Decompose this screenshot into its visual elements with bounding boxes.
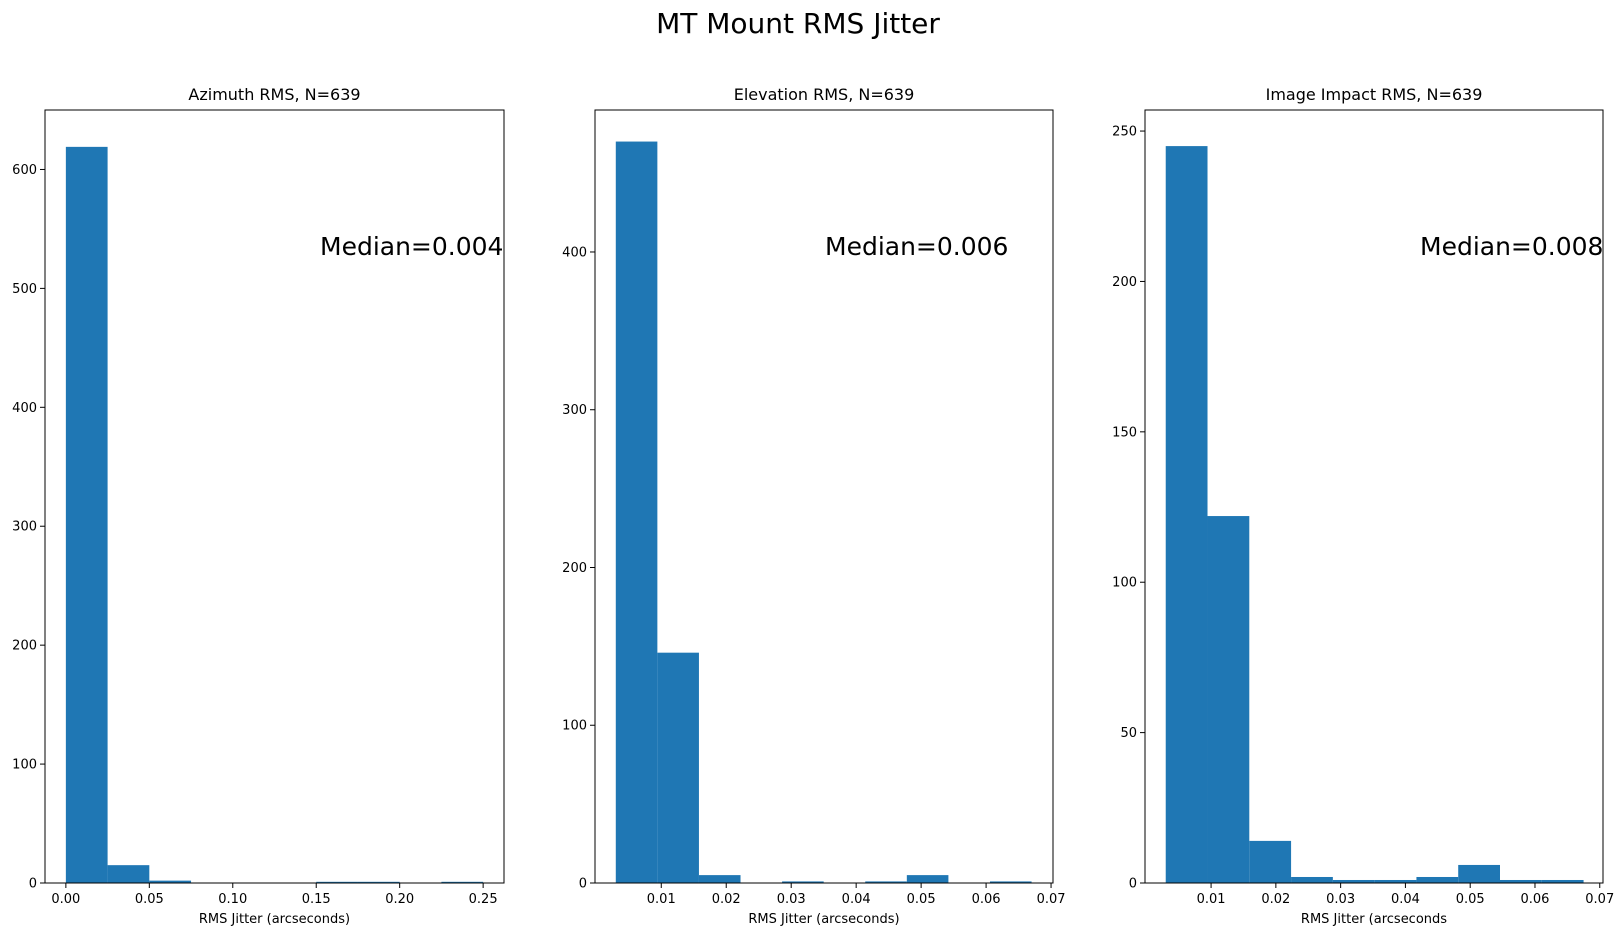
y-tick-label-azimuth-3: 300 xyxy=(12,520,37,535)
bar-elevation-4 xyxy=(782,881,824,883)
bar-azimuth-1 xyxy=(107,865,150,883)
bar-image-impact-6 xyxy=(1416,876,1459,883)
x-tick-label-elevation-6: 0.07 xyxy=(1037,892,1066,907)
x-axis-label-elevation: RMS Jitter (arcseconds) xyxy=(748,912,899,927)
x-tick-label-azimuth-5: 0.25 xyxy=(469,892,498,907)
y-tick-label-azimuth-1: 100 xyxy=(12,758,37,773)
y-tick-label-image-impact-3: 150 xyxy=(1112,425,1137,440)
y-tick-label-elevation-3: 300 xyxy=(562,403,587,418)
y-tick-label-elevation-1: 100 xyxy=(562,719,587,734)
bar-elevation-0 xyxy=(615,141,658,883)
panel-title-elevation: Elevation RMS, N=639 xyxy=(734,85,915,104)
axes-frame-elevation xyxy=(594,109,1054,884)
y-tick-label-azimuth-2: 200 xyxy=(12,639,37,654)
bar-image-impact-5 xyxy=(1374,879,1417,883)
bar-azimuth-7 xyxy=(357,881,400,883)
bar-azimuth-9 xyxy=(441,881,484,883)
x-tick-label-azimuth-0: 0.00 xyxy=(51,892,80,907)
panel-azimuth: 0.00 0.05 0.10 0.15 0.20 0.25 0 100 200 300 400 500… xyxy=(12,85,505,927)
x-tick-label-azimuth-1: 0.05 xyxy=(135,892,164,907)
x-tick-label-elevation-5: 0.06 xyxy=(972,892,1001,907)
bar-elevation-9 xyxy=(989,881,1032,883)
x-tick-label-elevation-0: 0.01 xyxy=(647,892,676,907)
figure-title: MT Mount RMS Jitter xyxy=(656,7,940,40)
bar-elevation-7 xyxy=(906,875,949,883)
x-tick-label-image-impact-6: 0.07 xyxy=(1585,892,1614,907)
bar-elevation-6 xyxy=(865,881,907,883)
x-tick-label-azimuth-2: 0.10 xyxy=(218,892,247,907)
panel-title-azimuth: Azimuth RMS, N=639 xyxy=(188,85,360,104)
bar-image-impact-9 xyxy=(1541,879,1584,883)
x-axis-label-azimuth: RMS Jitter (arcseconds) xyxy=(199,912,350,927)
axes-frame-azimuth xyxy=(44,109,505,884)
bar-image-impact-4 xyxy=(1332,879,1375,883)
x-tick-label-image-impact-1: 0.02 xyxy=(1261,892,1290,907)
y-tick-label-image-impact-2: 100 xyxy=(1112,576,1137,591)
bar-azimuth-0 xyxy=(65,146,108,883)
x-tick-label-elevation-3: 0.04 xyxy=(842,892,871,907)
bar-image-impact-2 xyxy=(1249,840,1292,883)
y-tick-label-azimuth-5: 500 xyxy=(12,282,37,297)
median-annotation-elevation: Median=0.006 xyxy=(825,232,1008,261)
y-tick-label-image-impact-0: 0 xyxy=(1129,877,1137,892)
bar-image-impact-8 xyxy=(1499,879,1542,883)
bar-image-impact-7 xyxy=(1458,864,1500,883)
x-tick-label-image-impact-3: 0.04 xyxy=(1391,892,1420,907)
bar-elevation-2 xyxy=(698,875,741,883)
y-tick-label-image-impact-1: 50 xyxy=(1120,726,1137,741)
x-tick-label-elevation-1: 0.02 xyxy=(712,892,741,907)
y-tick-label-azimuth-6: 600 xyxy=(12,163,37,178)
axes-frame-image-impact xyxy=(1144,109,1604,884)
y-tick-label-image-impact-5: 250 xyxy=(1112,125,1137,140)
x-tick-label-elevation-2: 0.03 xyxy=(777,892,806,907)
y-tick-label-azimuth-0: 0 xyxy=(29,877,37,892)
bar-image-impact-0 xyxy=(1165,146,1208,883)
bar-image-impact-3 xyxy=(1291,876,1333,883)
y-tick-label-elevation-2: 200 xyxy=(562,561,587,576)
bar-image-impact-1 xyxy=(1207,516,1250,883)
x-tick-label-image-impact-5: 0.06 xyxy=(1521,892,1550,907)
bar-elevation-1 xyxy=(657,652,699,883)
x-tick-label-azimuth-4: 0.20 xyxy=(385,892,414,907)
x-tick-label-image-impact-4: 0.05 xyxy=(1456,892,1485,907)
panel-elevation: 0.01 0.02 0.03 0.04 0.05 0.06 0.07 0 100 200 300 40… xyxy=(562,85,1065,927)
x-tick-label-elevation-4: 0.05 xyxy=(907,892,936,907)
y-tick-label-azimuth-4: 400 xyxy=(12,401,37,416)
bar-azimuth-2 xyxy=(149,880,192,883)
x-axis-label-image-impact: RMS Jitter (arcseconds xyxy=(1301,912,1447,927)
y-tick-label-elevation-0: 0 xyxy=(579,877,587,892)
bar-azimuth-6 xyxy=(316,881,358,883)
x-tick-label-image-impact-0: 0.01 xyxy=(1197,892,1226,907)
panel-image-impact: 0.01 0.02 0.03 0.04 0.05 0.06 0.07 0 50 100 150 200… xyxy=(1112,85,1614,927)
x-tick-label-image-impact-2: 0.03 xyxy=(1326,892,1355,907)
median-annotation-azimuth: Median=0.004 xyxy=(320,232,503,261)
y-tick-label-image-impact-4: 200 xyxy=(1112,275,1137,290)
y-tick-label-elevation-4: 400 xyxy=(562,245,587,260)
panel-title-image-impact: Image Impact RMS, N=639 xyxy=(1266,85,1483,104)
x-tick-label-azimuth-3: 0.15 xyxy=(302,892,331,907)
median-annotation-image-impact: Median=0.008 xyxy=(1420,232,1603,261)
